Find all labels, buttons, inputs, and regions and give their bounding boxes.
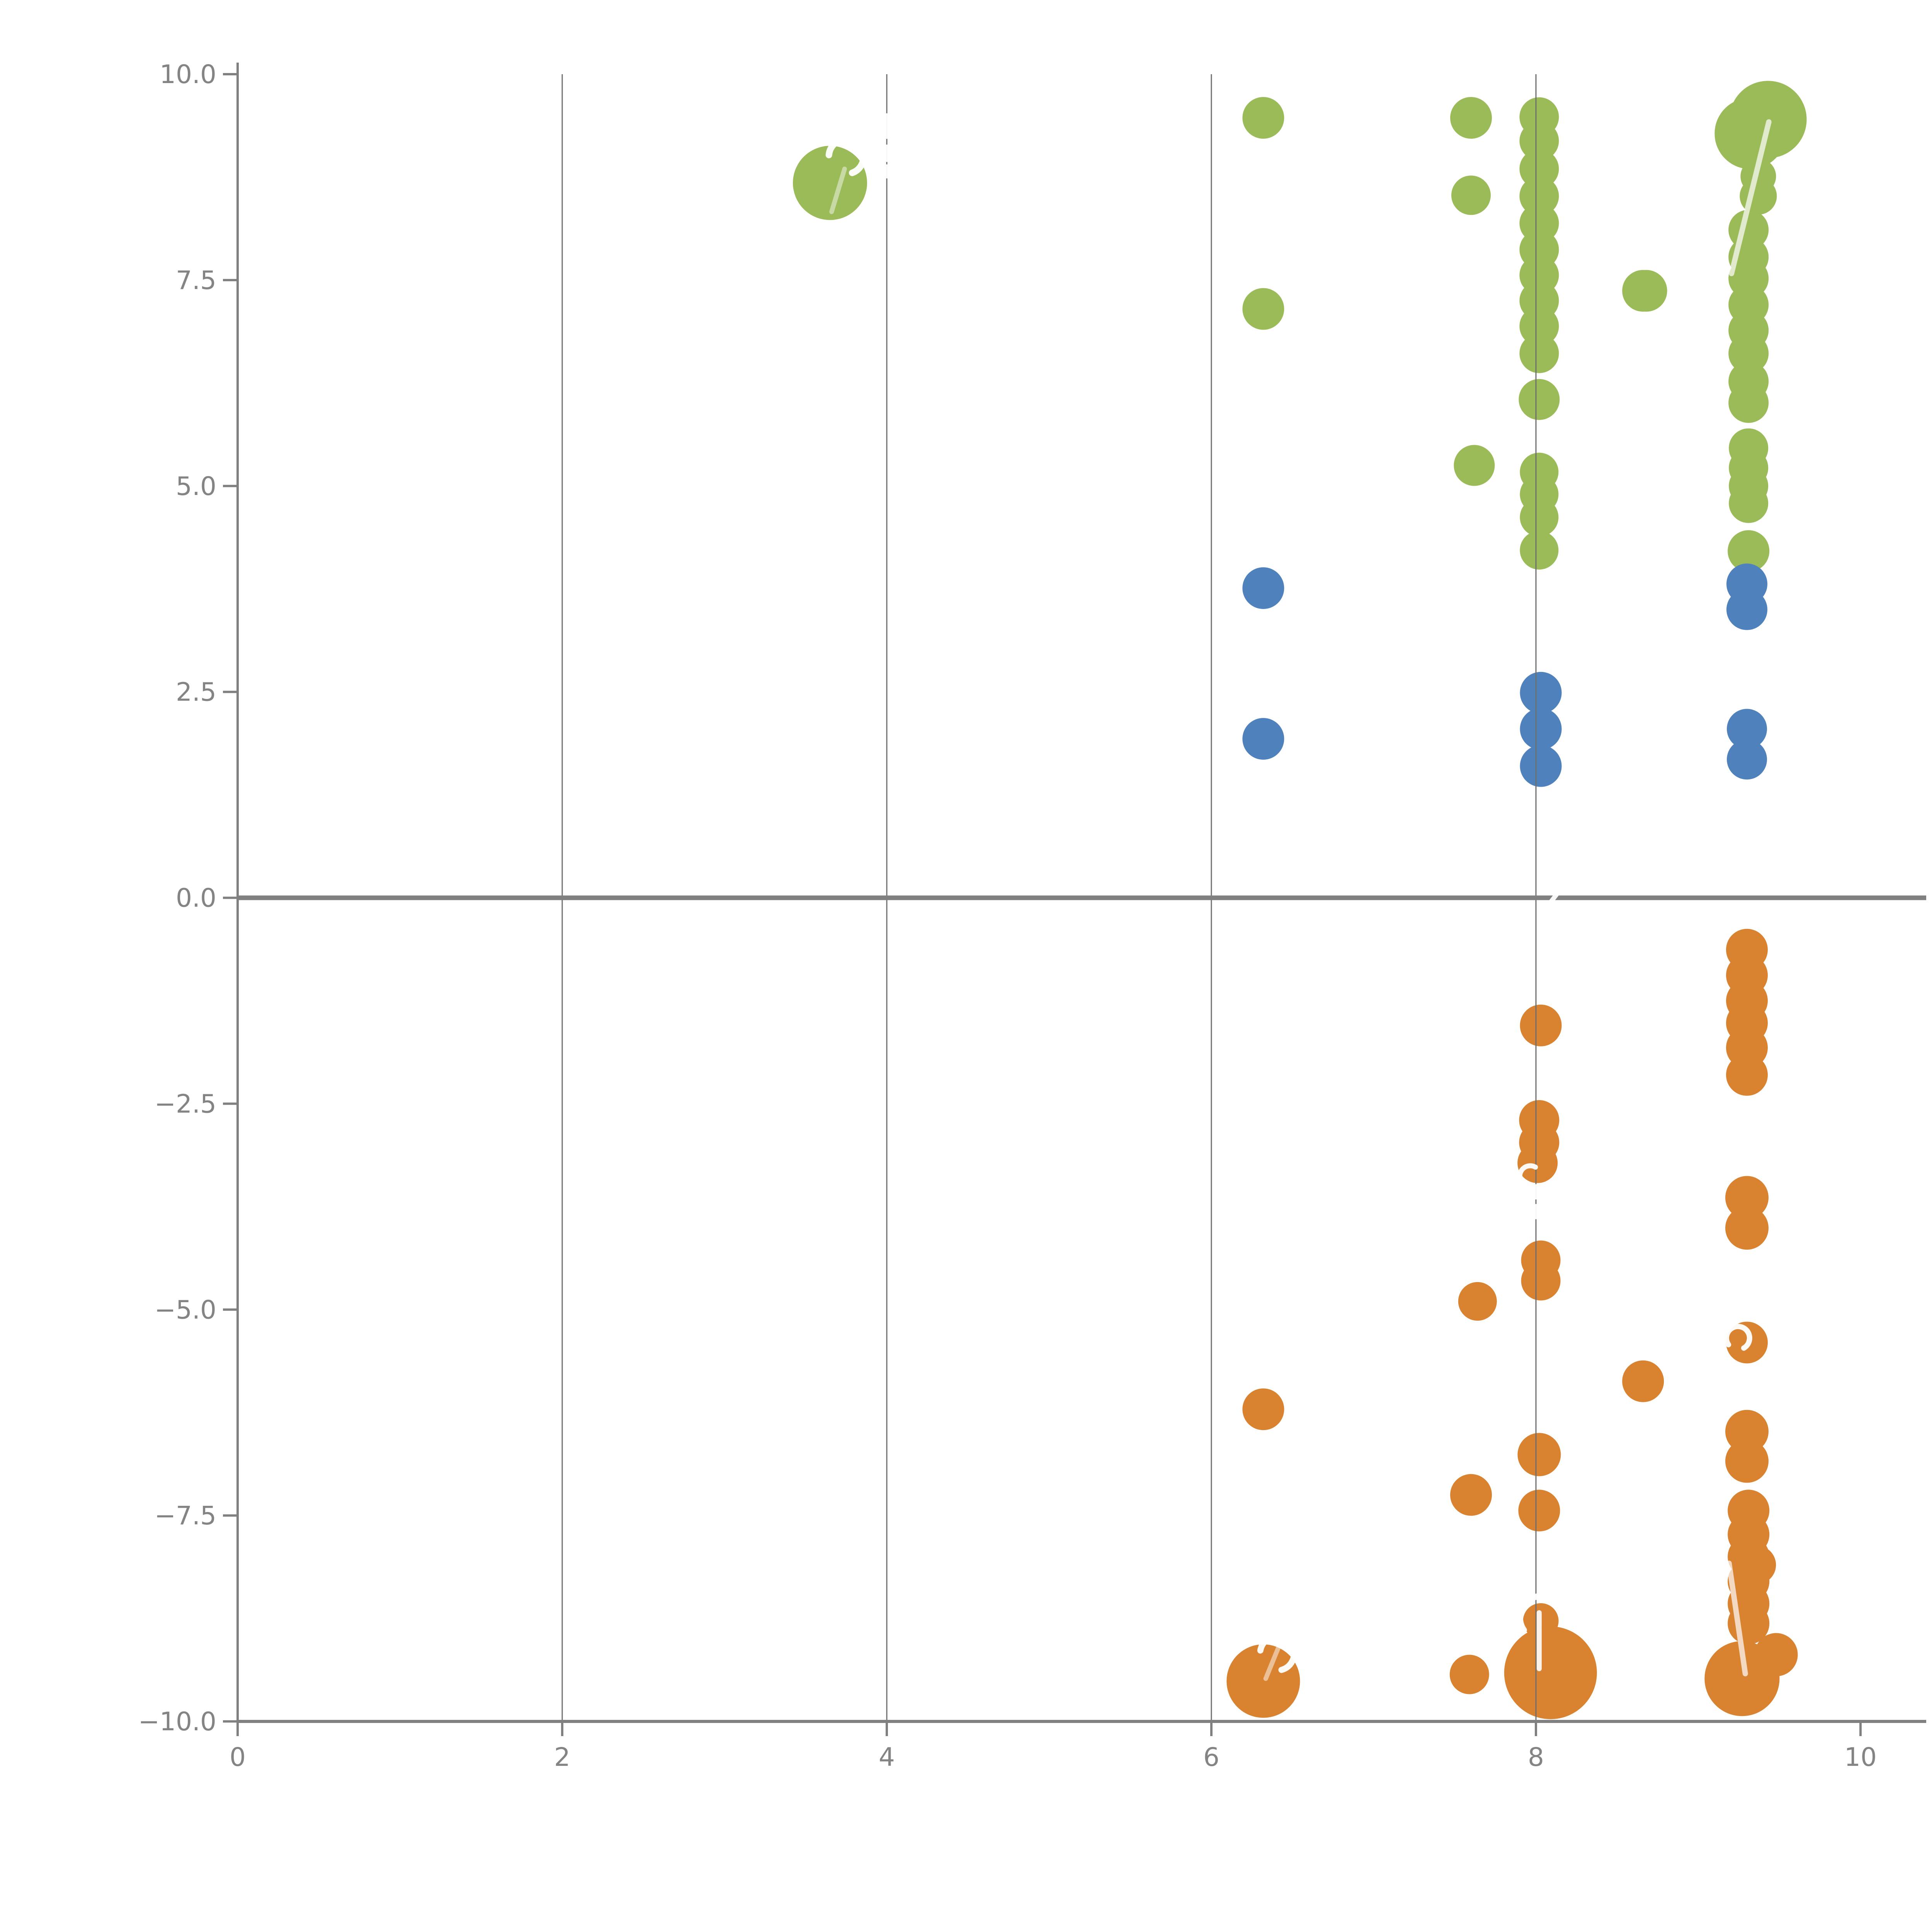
x-tick-label: 10 — [1844, 1742, 1877, 1772]
point-green — [1451, 175, 1491, 215]
y-tick-label: 0.0 — [176, 883, 216, 913]
point-orange — [1725, 1439, 1769, 1483]
tick-labels-layer: 0 2 4 6 8 10 10.0 7.5 5.0 2.5 0.0 −2.5 −5.0 −7.5 −10.0 — [138, 60, 1877, 1772]
point-green — [1625, 270, 1667, 312]
annotation-line — [829, 167, 847, 214]
point-orange — [1504, 1626, 1597, 1719]
x-tick-label: 0 — [230, 1742, 246, 1772]
y-tick-label: −10.0 — [138, 1707, 216, 1736]
point-orange — [1754, 1633, 1798, 1677]
point-blue — [1520, 745, 1562, 787]
point-orange — [1458, 1282, 1497, 1321]
y-tick-label: −2.5 — [155, 1089, 216, 1119]
point-green — [1242, 288, 1284, 330]
point-orange — [1725, 1176, 1769, 1219]
annotation-line — [1729, 119, 1772, 276]
annotation-arc — [1517, 1593, 1566, 1633]
x-tick-label: 2 — [554, 1742, 570, 1772]
point-green — [1519, 333, 1559, 373]
point-green — [1519, 149, 1559, 189]
point-green — [1520, 531, 1559, 570]
y-tick-label: 7.5 — [176, 265, 216, 295]
point-green — [1454, 445, 1495, 486]
point-green — [1450, 97, 1492, 139]
point-orange — [1449, 1655, 1489, 1694]
y-tick-label: −7.5 — [155, 1501, 216, 1531]
point-green — [1728, 530, 1770, 572]
annotation-arc — [1257, 1633, 1298, 1673]
point-green — [1519, 176, 1559, 216]
point-green — [1519, 379, 1560, 420]
x-tick-label: 4 — [879, 1742, 895, 1772]
point-blue — [1520, 708, 1562, 750]
y-tick-label: 5.0 — [176, 471, 216, 501]
annotations-layer — [825, 113, 1772, 1681]
point-orange — [1226, 1644, 1300, 1718]
annotation-arc — [1723, 1323, 1752, 1351]
point-orange — [1450, 1474, 1492, 1516]
point-blue — [1242, 718, 1284, 760]
annotation-line — [1726, 1560, 1748, 1677]
annotation-arc — [1517, 1163, 1538, 1189]
point-orange — [1242, 1388, 1284, 1430]
point-orange — [1726, 1054, 1768, 1096]
point-blue — [1242, 567, 1284, 609]
point-green — [1519, 121, 1559, 161]
annotation-line — [1263, 1642, 1282, 1681]
point-green — [1728, 383, 1769, 423]
axes-layer — [223, 63, 1926, 1736]
point-orange — [1521, 1261, 1561, 1301]
point-blue — [1520, 672, 1562, 714]
point-orange — [1725, 1206, 1769, 1250]
annotation-arc — [825, 136, 867, 176]
point-green — [1520, 498, 1559, 537]
y-tick-label: 2.5 — [176, 677, 216, 707]
point-blue — [1726, 589, 1767, 630]
point-orange — [1622, 1360, 1664, 1402]
point-orange — [1520, 1004, 1562, 1046]
point-green — [1729, 483, 1769, 523]
y-tick-label: −5.0 — [155, 1295, 216, 1325]
x-tick-label: 8 — [1528, 1742, 1544, 1772]
point-orange — [1725, 1410, 1769, 1453]
point-green — [1242, 97, 1284, 139]
point-orange — [1518, 1490, 1560, 1532]
y-tick-label: 10.0 — [160, 60, 216, 89]
point-green — [1519, 306, 1559, 346]
point-green — [1714, 98, 1786, 169]
point-green — [1728, 333, 1769, 374]
annotation-line — [1546, 887, 1563, 907]
point-blue — [1727, 739, 1767, 780]
point-orange — [1517, 1433, 1561, 1476]
point-orange — [1517, 1143, 1558, 1183]
x-tick-label: 6 — [1203, 1742, 1219, 1772]
point-green — [793, 146, 867, 220]
point-blue — [1727, 709, 1767, 749]
